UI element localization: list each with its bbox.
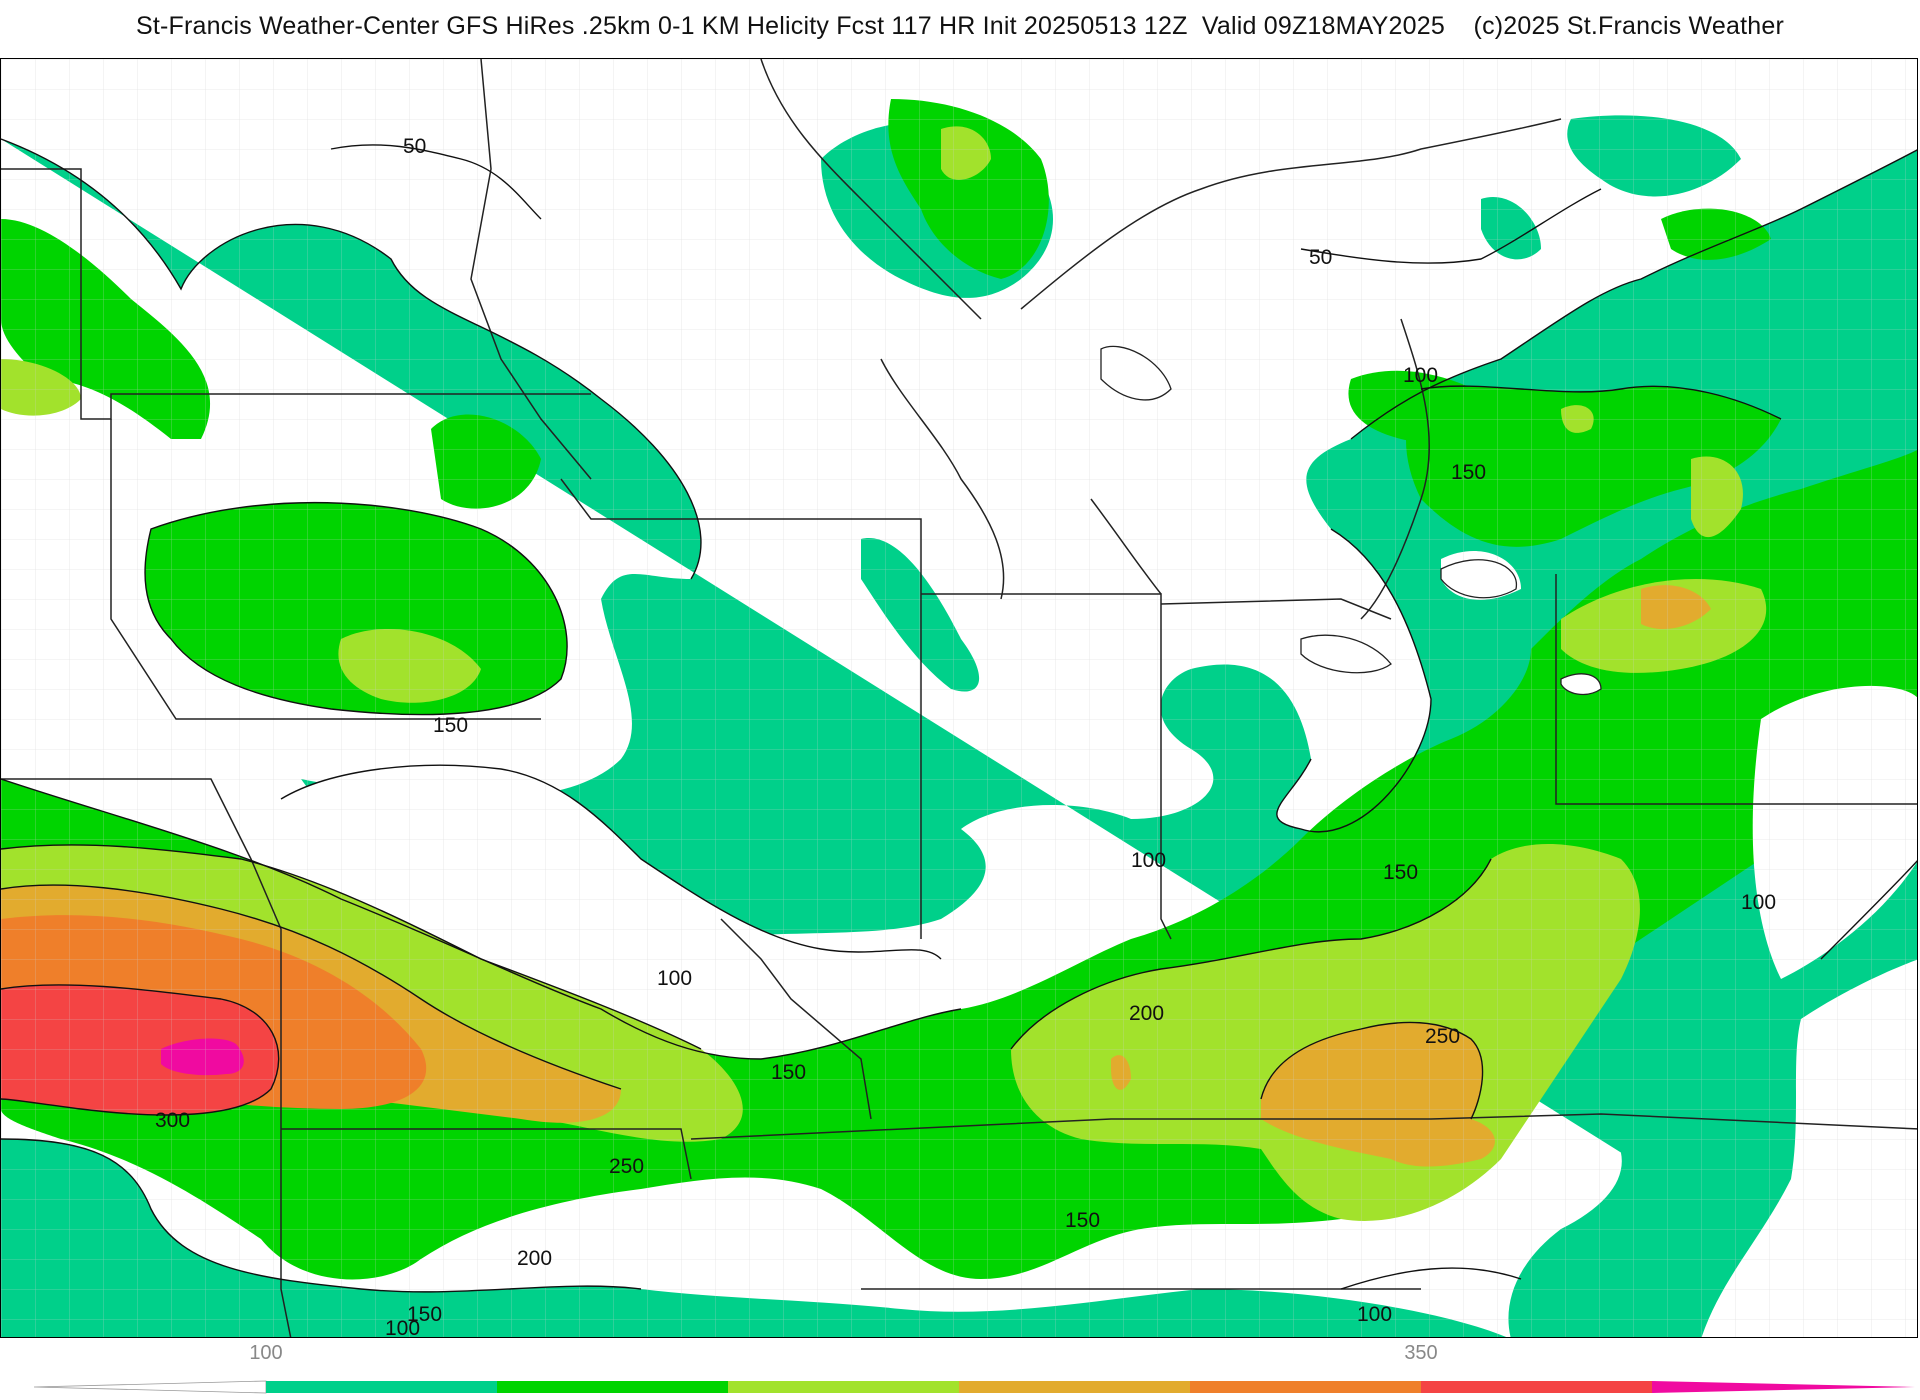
colorbar-graphic bbox=[33, 1380, 1915, 1394]
label-200-kentucky: 200 bbox=[1129, 1002, 1164, 1025]
label-150-sw: 150 bbox=[407, 1303, 442, 1326]
label-250-oklahoma: 250 bbox=[609, 1155, 644, 1178]
label-100-sw: 100 bbox=[385, 1317, 420, 1338]
colorbar-bin bbox=[1421, 1381, 1652, 1393]
label-150-tennessee: 150 bbox=[1065, 1209, 1100, 1232]
label-100-missouri: 100 bbox=[657, 967, 692, 990]
colorbar-bin bbox=[497, 1381, 728, 1393]
colorbar-below-min bbox=[33, 1380, 267, 1394]
label-100-ontario: 100 bbox=[1403, 364, 1438, 387]
label-150-missouri: 150 bbox=[771, 1061, 806, 1084]
label-50-ne: 50 bbox=[1309, 246, 1332, 269]
great-lakes bbox=[1100, 345, 1602, 696]
label-150-ontario: 150 bbox=[1451, 461, 1486, 484]
contour-lines bbox=[1, 138, 1917, 1293]
label-300-kansas: 300 bbox=[155, 1109, 190, 1132]
colorbar-bin bbox=[959, 1381, 1190, 1393]
state-borders bbox=[1, 59, 1917, 1337]
contour-label-layer: 50 50 100 150 150 100 150 100 100 150 20… bbox=[155, 135, 1776, 1338]
colorbar-bin bbox=[1190, 1381, 1421, 1393]
colorbar-tick-label: 350 bbox=[1404, 1342, 1438, 1364]
colorbar-bin bbox=[728, 1381, 959, 1393]
label-150-iowa: 150 bbox=[433, 714, 468, 737]
helicity-map: 50 50 100 150 150 100 150 100 100 150 20… bbox=[0, 58, 1918, 1338]
colorbar: 100 350 bbox=[0, 1340, 1920, 1400]
label-100-virginia: 100 bbox=[1741, 891, 1776, 914]
label-50-north: 50 bbox=[403, 135, 426, 158]
label-150-ohio: 150 bbox=[1383, 861, 1418, 884]
colorbar-tick-label: 100 bbox=[249, 1342, 283, 1364]
colorbar-bin bbox=[1652, 1381, 1915, 1393]
label-100-alabama: 100 bbox=[1357, 1303, 1392, 1326]
label-200-oklahoma: 200 bbox=[517, 1247, 552, 1270]
colorbar-bin bbox=[266, 1381, 497, 1393]
label-100-indiana: 100 bbox=[1131, 849, 1166, 872]
label-250-kentucky: 250 bbox=[1425, 1025, 1460, 1048]
county-borders bbox=[1, 59, 1917, 1337]
map-title: St-Francis Weather-Center GFS HiRes .25k… bbox=[136, 12, 1784, 40]
map-canvas: 50 50 100 150 150 100 150 100 100 150 20… bbox=[1, 59, 1917, 1338]
